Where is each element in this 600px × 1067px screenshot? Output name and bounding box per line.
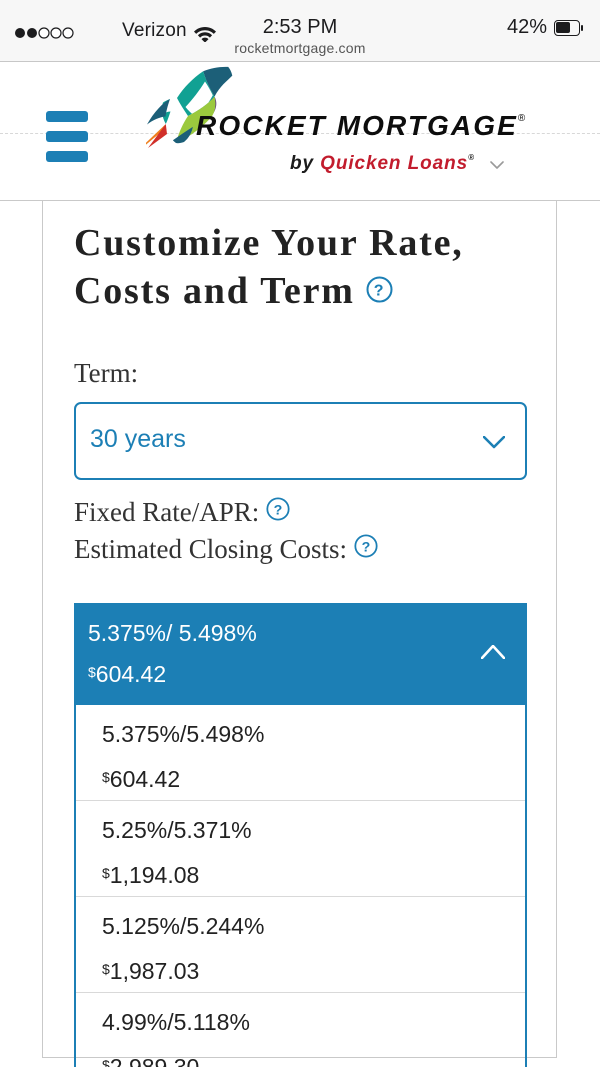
svg-text:?: ?	[374, 283, 386, 300]
svg-text:?: ?	[274, 503, 283, 519]
svg-text:?: ?	[361, 540, 370, 556]
